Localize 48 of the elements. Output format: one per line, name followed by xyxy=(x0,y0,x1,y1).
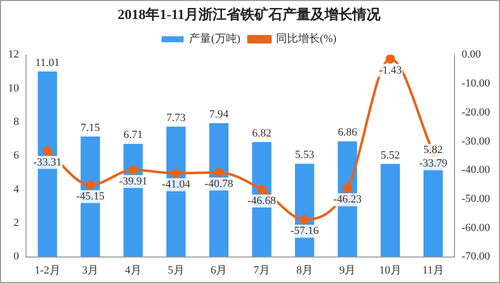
x-tick-label: 10月 xyxy=(379,264,402,276)
y-tick-label: 12 xyxy=(8,48,19,61)
data-label: 6.71 xyxy=(124,129,143,142)
x-tick-label: 6月 xyxy=(210,264,228,276)
data-label: -40.78 xyxy=(204,178,234,190)
y-tick-label: 0 xyxy=(14,250,20,263)
data-label: -39.91 xyxy=(118,175,148,188)
y-tick-label: 4 xyxy=(14,183,20,196)
data-label: 7.94 xyxy=(209,108,229,121)
data-label: -46.23 xyxy=(333,194,362,206)
x-tick-label: 11月 xyxy=(422,264,444,276)
y2-tick-label: -30.00 xyxy=(462,135,490,148)
data-label: -1.43 xyxy=(378,64,402,76)
data-label: 6.82 xyxy=(252,127,272,140)
y-tick-label: 8 xyxy=(14,116,20,128)
data-label: -41.04 xyxy=(162,178,191,191)
y2-tick-label: -10.00 xyxy=(462,78,490,90)
y-tick-label: 10 xyxy=(8,82,20,94)
y2-tick-label: -60.00 xyxy=(462,222,490,234)
data-label: 7.73 xyxy=(166,112,186,124)
y2-tick-label: 0.00 xyxy=(462,48,482,61)
y2-tick-label: -40.00 xyxy=(462,164,490,176)
legend-label: 同比增长(%) xyxy=(276,32,337,46)
y-tick-label: 2 xyxy=(14,217,19,230)
x-tick-label: 4月 xyxy=(124,264,142,276)
x-tick-label: 8月 xyxy=(296,264,313,276)
legend-label: 产量(万吨) xyxy=(189,32,241,46)
data-label: 5.53 xyxy=(294,149,315,162)
data-label: 11.01 xyxy=(35,56,60,69)
data-label: -57.16 xyxy=(290,225,320,238)
y2-tick-label: -70.00 xyxy=(462,250,490,263)
x-tick-label: 5月 xyxy=(168,264,184,276)
data-label: 5.52 xyxy=(380,149,400,162)
x-tick-label: 1-2月 xyxy=(34,264,60,276)
data-label: -45.15 xyxy=(76,190,105,202)
chart-title: 2018年1-11月浙江省铁矿石产量及增长情况 xyxy=(118,6,382,24)
data-label: 6.86 xyxy=(338,126,358,139)
data-label: -33.79 xyxy=(418,158,448,170)
data-label: 5.82 xyxy=(424,144,443,156)
data-label: 7.15 xyxy=(80,122,100,134)
x-tick-label: 7月 xyxy=(253,264,270,276)
data-label: -33.31 xyxy=(33,156,62,168)
y2-tick-label: -20.00 xyxy=(462,106,490,118)
y-tick-label: 6 xyxy=(14,150,20,162)
data-label: -46.68 xyxy=(248,194,276,207)
y2-tick-label: -50.00 xyxy=(462,192,490,205)
x-tick-label: 3月 xyxy=(82,264,99,276)
x-tick-label: 9月 xyxy=(339,264,356,276)
